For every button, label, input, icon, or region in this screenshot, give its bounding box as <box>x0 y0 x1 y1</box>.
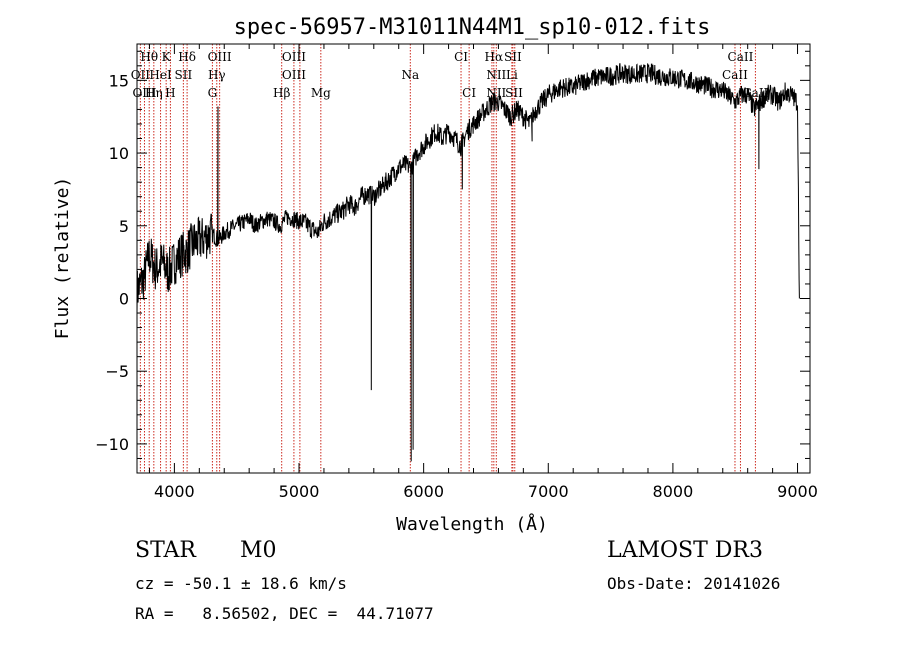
x-tick-label: 9000 <box>777 482 818 501</box>
line-annotation: OIII <box>282 68 306 82</box>
y-axis-label: Flux (relative) <box>52 177 73 340</box>
y-tick-label: 5 <box>119 217 129 236</box>
x-tick-label: 5000 <box>279 482 320 501</box>
line-annotation: HeI <box>149 68 172 82</box>
line-annotation: OII <box>131 68 151 82</box>
y-tick-label: 15 <box>109 71 129 90</box>
line-annotation: SII <box>175 68 193 82</box>
line-annotation: Hη <box>145 86 163 100</box>
line-annotation: SII <box>505 86 523 100</box>
x-tick-label: 7000 <box>528 482 569 501</box>
line-annotation: CaII <box>728 50 754 64</box>
spectrum-line <box>136 63 800 462</box>
line-annotation: Hβ <box>273 86 290 100</box>
line-annotation: SII <box>504 50 522 64</box>
x-tick-label: 4000 <box>154 482 195 501</box>
line-annotation: Hθ <box>140 50 158 64</box>
line-annotation: Mg <box>311 86 331 100</box>
line-annotation: OIII <box>132 86 156 100</box>
chart-title: spec-56957-M31011N44M1_sp10-012.fits <box>234 15 711 40</box>
line-annotation: CI <box>462 86 476 100</box>
axis-frame <box>136 43 811 474</box>
line-annotation: H <box>165 86 175 100</box>
line-annotation: Hδ <box>178 50 196 64</box>
survey-label: LAMOST DR3 <box>607 538 763 563</box>
y-tick-label: −10 <box>95 435 129 454</box>
x-tick-label: 8000 <box>653 482 694 501</box>
line-annotation: CI <box>454 50 468 64</box>
line-annotation: CaII <box>722 68 748 82</box>
line-annotation: G <box>208 86 218 100</box>
y-tick-label: 0 <box>119 289 129 308</box>
line-annotation: Li <box>506 68 518 82</box>
plot-area: 4000 5000 6000 7000 8000 9000 −10 −5 0 5 10 15 Hθ K Hδ… <box>95 43 818 501</box>
line-annotation: NII <box>486 68 506 82</box>
x-axis-label: Wavelength (Å) <box>396 513 548 535</box>
line-annotation: Hγ <box>208 68 226 82</box>
line-annotation: NII <box>486 86 506 100</box>
y-tick-label: −5 <box>105 362 129 381</box>
redshift-text: cz = -50.1 ± 18.6 km/s <box>135 574 347 593</box>
coordinates-text: RA = 8.56502, DEC = 44.71077 <box>135 604 434 623</box>
line-annotation: CaII <box>742 86 768 100</box>
object-subclass: M0 <box>240 538 277 563</box>
line-annotation: OIII <box>282 50 306 64</box>
line-annotation: OIII <box>208 50 232 64</box>
y-tick-label: 10 <box>109 144 129 163</box>
line-annotation: Na <box>401 68 419 82</box>
line-annotation: K <box>162 50 172 64</box>
x-tick-label: 6000 <box>403 482 444 501</box>
line-annotation: Hα <box>485 50 504 64</box>
obs-date-text: Obs-Date: 20141026 <box>607 574 781 593</box>
object-class: STAR <box>135 538 196 563</box>
